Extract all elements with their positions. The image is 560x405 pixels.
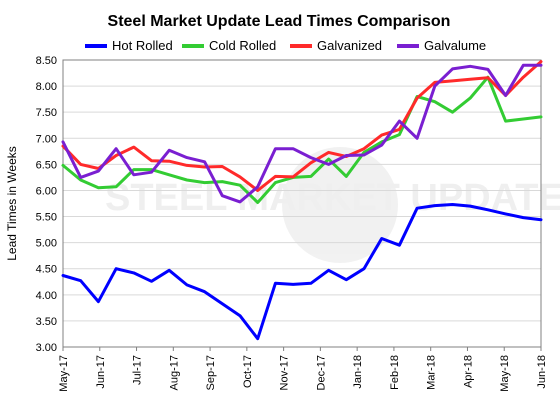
x-tick-label: Jan-18	[352, 355, 364, 389]
x-tick-label: Sep-17	[205, 355, 217, 390]
x-tick-label: Jun-18	[536, 355, 548, 389]
y-tick-label: 3.50	[36, 316, 57, 328]
legend-label: Galvalume	[424, 38, 486, 53]
y-tick-label: 7.00	[36, 133, 57, 145]
x-tick-label: Apr-18	[462, 355, 474, 388]
y-tick-label: 8.50	[36, 55, 57, 67]
x-tick-label: Mar-18	[426, 355, 438, 390]
x-tick-label: Jul-17	[132, 355, 144, 385]
series-line-cold-rolled	[61, 75, 543, 204]
x-axis-ticks: May-17 Jun-17 Jul-17 Aug-17 Sep-17 Oct-17 Nov-…	[58, 347, 548, 392]
y-tick-label: 6.00	[36, 185, 57, 197]
y-tick-label: 5.00	[36, 238, 57, 250]
x-tick-label: Nov-17	[279, 355, 291, 390]
x-tick-label: Aug-17	[168, 355, 180, 390]
x-tick-label: Feb-18	[389, 355, 401, 390]
x-tick-label: May-17	[58, 355, 70, 392]
y-tick-label: 3.00	[36, 342, 57, 354]
y-axis-label: Lead Times in Weeks	[5, 146, 19, 261]
x-tick-label: Jun-17	[95, 355, 107, 389]
y-tick-label: 6.50	[36, 159, 57, 171]
legend-label: Galvanized	[317, 38, 382, 53]
legend-label: Cold Rolled	[209, 38, 276, 53]
gridlines	[63, 59, 541, 348]
x-tick-label: Oct-17	[242, 355, 254, 388]
plot-area	[62, 59, 542, 348]
y-tick-label: 4.00	[36, 290, 57, 302]
y-tick-label: 8.00	[36, 81, 57, 93]
y-tick-label: 7.50	[36, 107, 57, 119]
x-tick-label: Dec-17	[315, 355, 327, 390]
series-lines	[61, 60, 543, 341]
chart-title: Steel Market Update Lead Times Compariso…	[108, 13, 451, 30]
y-tick-label: 5.50	[36, 212, 57, 224]
watermark-text: STEEL MARKET UPDATE	[105, 177, 560, 219]
y-axis-ticks: 3.00 3.50 4.00 4.50 5.00 5.50 6.00 6.50 7.00 7.50…	[36, 55, 57, 354]
x-tick-label: May-18	[499, 355, 511, 392]
legend-label: Hot Rolled	[112, 38, 173, 53]
series-line-hot-rolled	[61, 203, 543, 341]
y-tick-label: 4.50	[36, 264, 57, 276]
series-line-galvanized	[61, 60, 543, 192]
series-line-galvalume	[61, 63, 543, 204]
legend: Hot Rolled Cold Rolled Galvanized Galvalume	[85, 38, 486, 53]
